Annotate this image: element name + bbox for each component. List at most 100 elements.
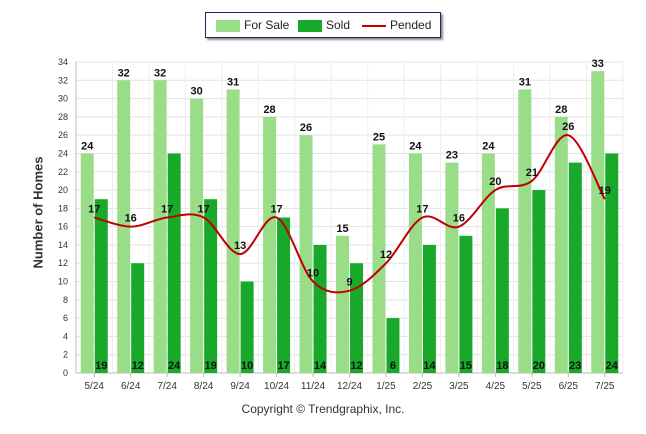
data-label-for-sale: 24 (482, 140, 495, 152)
legend-item-sold: Sold (298, 18, 350, 32)
data-label-sold: 14 (314, 360, 327, 372)
y-tick-label: 12 (58, 258, 68, 268)
data-label-pended: 21 (526, 167, 538, 179)
y-tick-label: 2 (63, 350, 68, 360)
copyright: Copyright © Trendgraphix, Inc. (241, 402, 405, 416)
y-tick-label: 32 (58, 75, 68, 85)
y-tick-label: 16 (58, 222, 68, 232)
data-label-sold: 10 (241, 360, 253, 372)
y-tick-label: 18 (58, 203, 68, 213)
data-label-pended: 17 (88, 204, 100, 216)
bar-sold (204, 199, 218, 373)
data-label-sold: 17 (277, 360, 289, 372)
bar-for-sale (336, 235, 349, 373)
data-label-pended: 16 (453, 213, 465, 225)
data-label-for-sale: 24 (81, 140, 94, 152)
x-tick-label: 9/24 (230, 381, 250, 392)
bar-sold (240, 281, 254, 373)
data-label-sold: 23 (569, 360, 581, 372)
legend-label-sold: Sold (326, 18, 351, 32)
bar-sold (495, 208, 509, 373)
data-label-for-sale: 31 (227, 76, 239, 88)
bar-sold (94, 199, 108, 373)
data-label-for-sale: 15 (336, 223, 348, 235)
bar-for-sale (481, 153, 495, 373)
x-tick-label: 5/24 (84, 381, 104, 392)
data-label-for-sale: 28 (555, 104, 567, 116)
bar-for-sale (372, 144, 386, 373)
y-tick-label: 0 (63, 368, 68, 378)
data-label-for-sale: 23 (446, 150, 458, 162)
x-tick-label: 6/24 (121, 381, 141, 392)
data-label-pended: 20 (489, 176, 501, 188)
data-label-for-sale: 24 (409, 140, 422, 152)
x-tick-label: 2/25 (413, 381, 433, 392)
bar-for-sale (299, 135, 313, 373)
data-label-pended: 13 (234, 240, 246, 252)
bar-sold (568, 162, 582, 373)
data-label-pended: 26 (562, 121, 574, 133)
data-label-pended: 10 (307, 268, 319, 280)
x-tick-label: 6/25 (559, 381, 579, 392)
x-tick-label: 4/25 (486, 381, 506, 392)
data-label-pended: 9 (346, 277, 352, 289)
x-tick-label: 3/25 (449, 381, 469, 392)
x-tick-label: 5/25 (522, 381, 542, 392)
legend-swatch-sold (298, 19, 322, 32)
data-label-pended: 17 (416, 204, 428, 216)
bar-for-sale (190, 98, 204, 374)
data-label-pended: 12 (380, 249, 392, 261)
data-label-pended: 19 (599, 185, 611, 197)
x-tick-label: 7/25 (595, 381, 615, 392)
bar-for-sale (445, 162, 459, 373)
y-tick-label: 30 (58, 94, 68, 104)
data-label-sold: 12 (132, 360, 144, 372)
data-label-for-sale: 32 (118, 67, 130, 79)
bar-for-sale (226, 89, 240, 374)
bar-for-sale (554, 116, 568, 373)
legend: For Sale Sold Pended (205, 12, 441, 38)
data-label-sold: 18 (496, 360, 508, 372)
legend-swatch-pended (362, 20, 386, 32)
bar-sold (313, 244, 327, 373)
data-label-for-sale: 28 (263, 104, 275, 116)
bar-sold (605, 153, 619, 373)
data-label-sold: 24 (168, 360, 181, 372)
x-tick-label: 8/24 (194, 381, 214, 392)
legend-label-pended: Pended (390, 18, 432, 32)
data-label-sold: 19 (95, 360, 107, 372)
bar-sold (532, 190, 546, 373)
data-label-for-sale: 33 (592, 58, 604, 70)
data-label-sold: 14 (423, 360, 436, 372)
data-label-sold: 12 (350, 360, 362, 372)
bar-sold (167, 153, 181, 373)
x-tick-label: 12/24 (337, 381, 362, 392)
y-tick-label: 10 (58, 277, 68, 287)
bar-sold (131, 263, 145, 373)
y-tick-label: 14 (58, 240, 68, 250)
bar-for-sale (80, 153, 94, 373)
legend-item-for-sale: For Sale (216, 18, 289, 32)
x-tick-label: 10/24 (264, 381, 289, 392)
legend-item-pended: Pended (362, 18, 431, 32)
data-label-sold: 19 (205, 360, 217, 372)
bar-for-sale (518, 89, 532, 374)
data-label-for-sale: 25 (373, 131, 385, 143)
bar-for-sale (153, 80, 167, 373)
data-label-pended: 17 (270, 204, 282, 216)
x-tick-label: 11/24 (301, 381, 326, 392)
y-tick-label: 24 (58, 148, 68, 158)
data-label-sold: 20 (533, 360, 545, 372)
data-label-sold: 6 (390, 360, 396, 372)
data-label-for-sale: 30 (191, 86, 203, 98)
data-label-sold: 24 (606, 360, 619, 372)
data-label-pended: 17 (161, 204, 173, 216)
bar-for-sale (263, 116, 277, 373)
y-tick-label: 26 (58, 130, 68, 140)
bar-sold (386, 318, 400, 373)
data-label-for-sale: 32 (154, 67, 166, 79)
bar-sold (350, 263, 363, 373)
bar-sold (459, 235, 473, 373)
bar-for-sale (591, 71, 605, 373)
